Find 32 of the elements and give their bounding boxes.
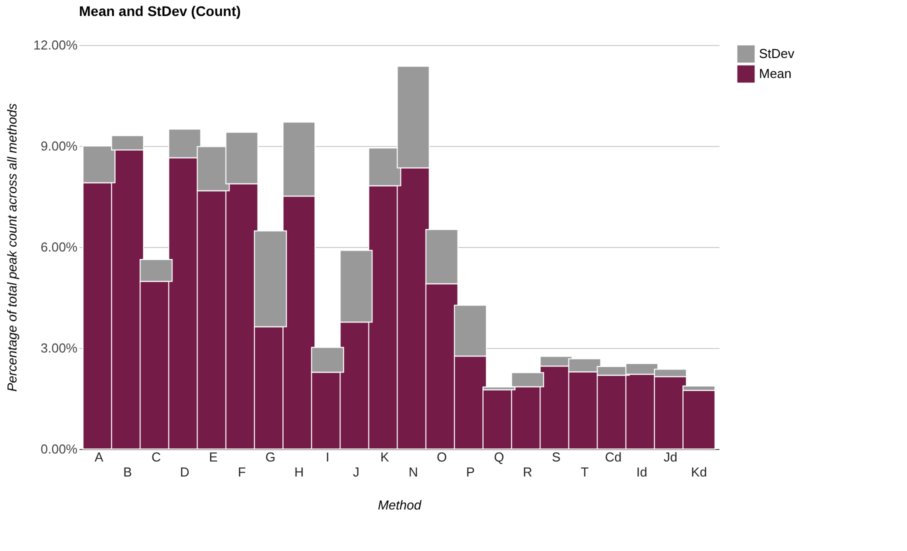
x-tick-label: I xyxy=(326,450,330,464)
x-tick-label: Kd xyxy=(691,464,707,480)
x-tick-label: Id xyxy=(636,464,648,480)
y-tick-label: 6.00% xyxy=(40,240,78,254)
x-tick-label: N xyxy=(408,464,418,480)
x-tick-label: J xyxy=(352,464,360,480)
x-tick-label: H xyxy=(294,464,304,480)
chart-title: Mean and StDev (Count) xyxy=(79,3,241,19)
y-axis-title: Percentage of total peak count across all methods xyxy=(4,102,20,392)
legend-label: Mean xyxy=(759,66,792,81)
x-tick-label: Jd xyxy=(664,450,678,464)
x-axis-title: Method xyxy=(378,498,422,512)
x-tick-label: K xyxy=(380,450,390,464)
x-tick-label: O xyxy=(436,450,447,464)
x-tick-label: D xyxy=(180,464,190,480)
y-tick-label: 3.00% xyxy=(40,340,78,356)
x-tick-label: F xyxy=(238,464,246,480)
x-tick-label: C xyxy=(151,450,161,464)
x-tick-label: A xyxy=(94,450,104,464)
x-tick-label: B xyxy=(123,464,132,480)
x-tick-label: P xyxy=(466,464,475,480)
y-tick-label: 12.00% xyxy=(33,38,78,52)
x-tick-label: E xyxy=(208,450,218,464)
x-tick-label: Q xyxy=(494,450,504,464)
x-tick-label: R xyxy=(522,464,532,480)
x-tick-label: G xyxy=(265,450,276,464)
x-tick-label: Cd xyxy=(604,450,622,464)
y-tick-label: 9.00% xyxy=(40,138,78,154)
x-tick-label: S xyxy=(552,450,561,464)
y-tick-label: 0.00% xyxy=(40,442,78,456)
x-tick-label: T xyxy=(580,464,589,480)
legend-label: StDev xyxy=(759,46,795,61)
